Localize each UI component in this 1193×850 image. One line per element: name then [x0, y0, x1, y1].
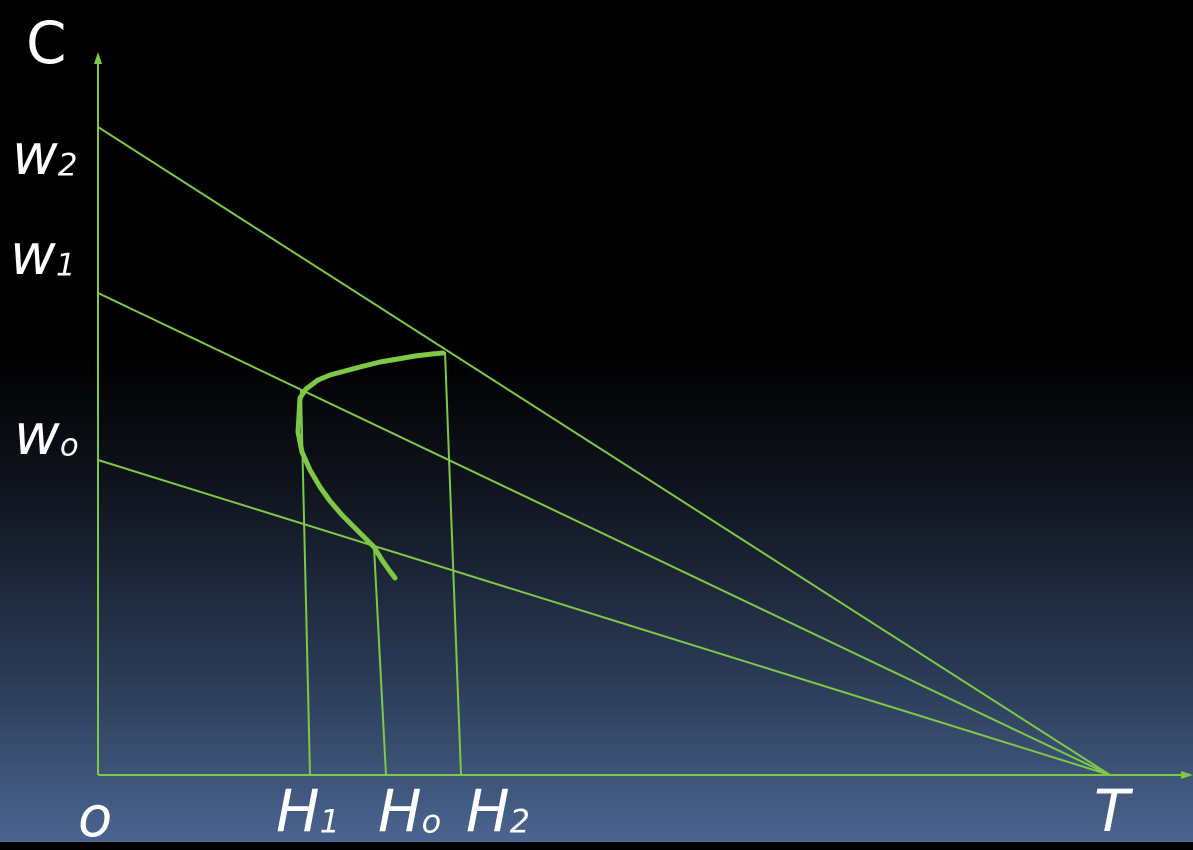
hours-label-h2-sub: 2 [509, 802, 530, 841]
drop-line-h0 [373, 546, 387, 776]
wage-label-w2-sub: 2 [57, 147, 78, 184]
hours-label-h0: Ho [378, 782, 441, 840]
hours-label-h2: H2 [466, 782, 530, 840]
budget-line-w1 [97, 292, 1111, 776]
y-axis-arrow [94, 52, 102, 64]
hours-label-h2-base: H [466, 777, 510, 845]
labor-supply-curve [295, 350, 446, 581]
hours-label-h1-base: H [276, 777, 320, 845]
wage-label-w2-base: w [12, 123, 58, 188]
budget-line-w2 [97, 126, 1111, 776]
wage-label-w1-base: w [10, 223, 56, 288]
budget-line-w0 [97, 459, 1111, 776]
drop-line-h2 [444, 351, 462, 776]
wage-label-w0: wo [14, 408, 79, 464]
hours-label-h0-sub: o [421, 802, 442, 841]
wage-label-w1-sub: 1 [55, 247, 76, 284]
wage-label-w0-base: w [14, 403, 60, 468]
hours-label-h1-sub: 1 [319, 802, 340, 841]
hours-label-h0-base: H [378, 777, 422, 845]
hours-label-h1: H1 [276, 782, 340, 840]
x-axis-arrow [1181, 771, 1193, 779]
wage-label-w1: w1 [10, 228, 75, 284]
wage-label-w2: w2 [12, 128, 77, 184]
total-time-label: T [1094, 777, 1130, 845]
origin-label: o [78, 785, 113, 850]
y-axis-label: C [26, 9, 67, 77]
wage-label-w0-sub: o [59, 427, 79, 464]
